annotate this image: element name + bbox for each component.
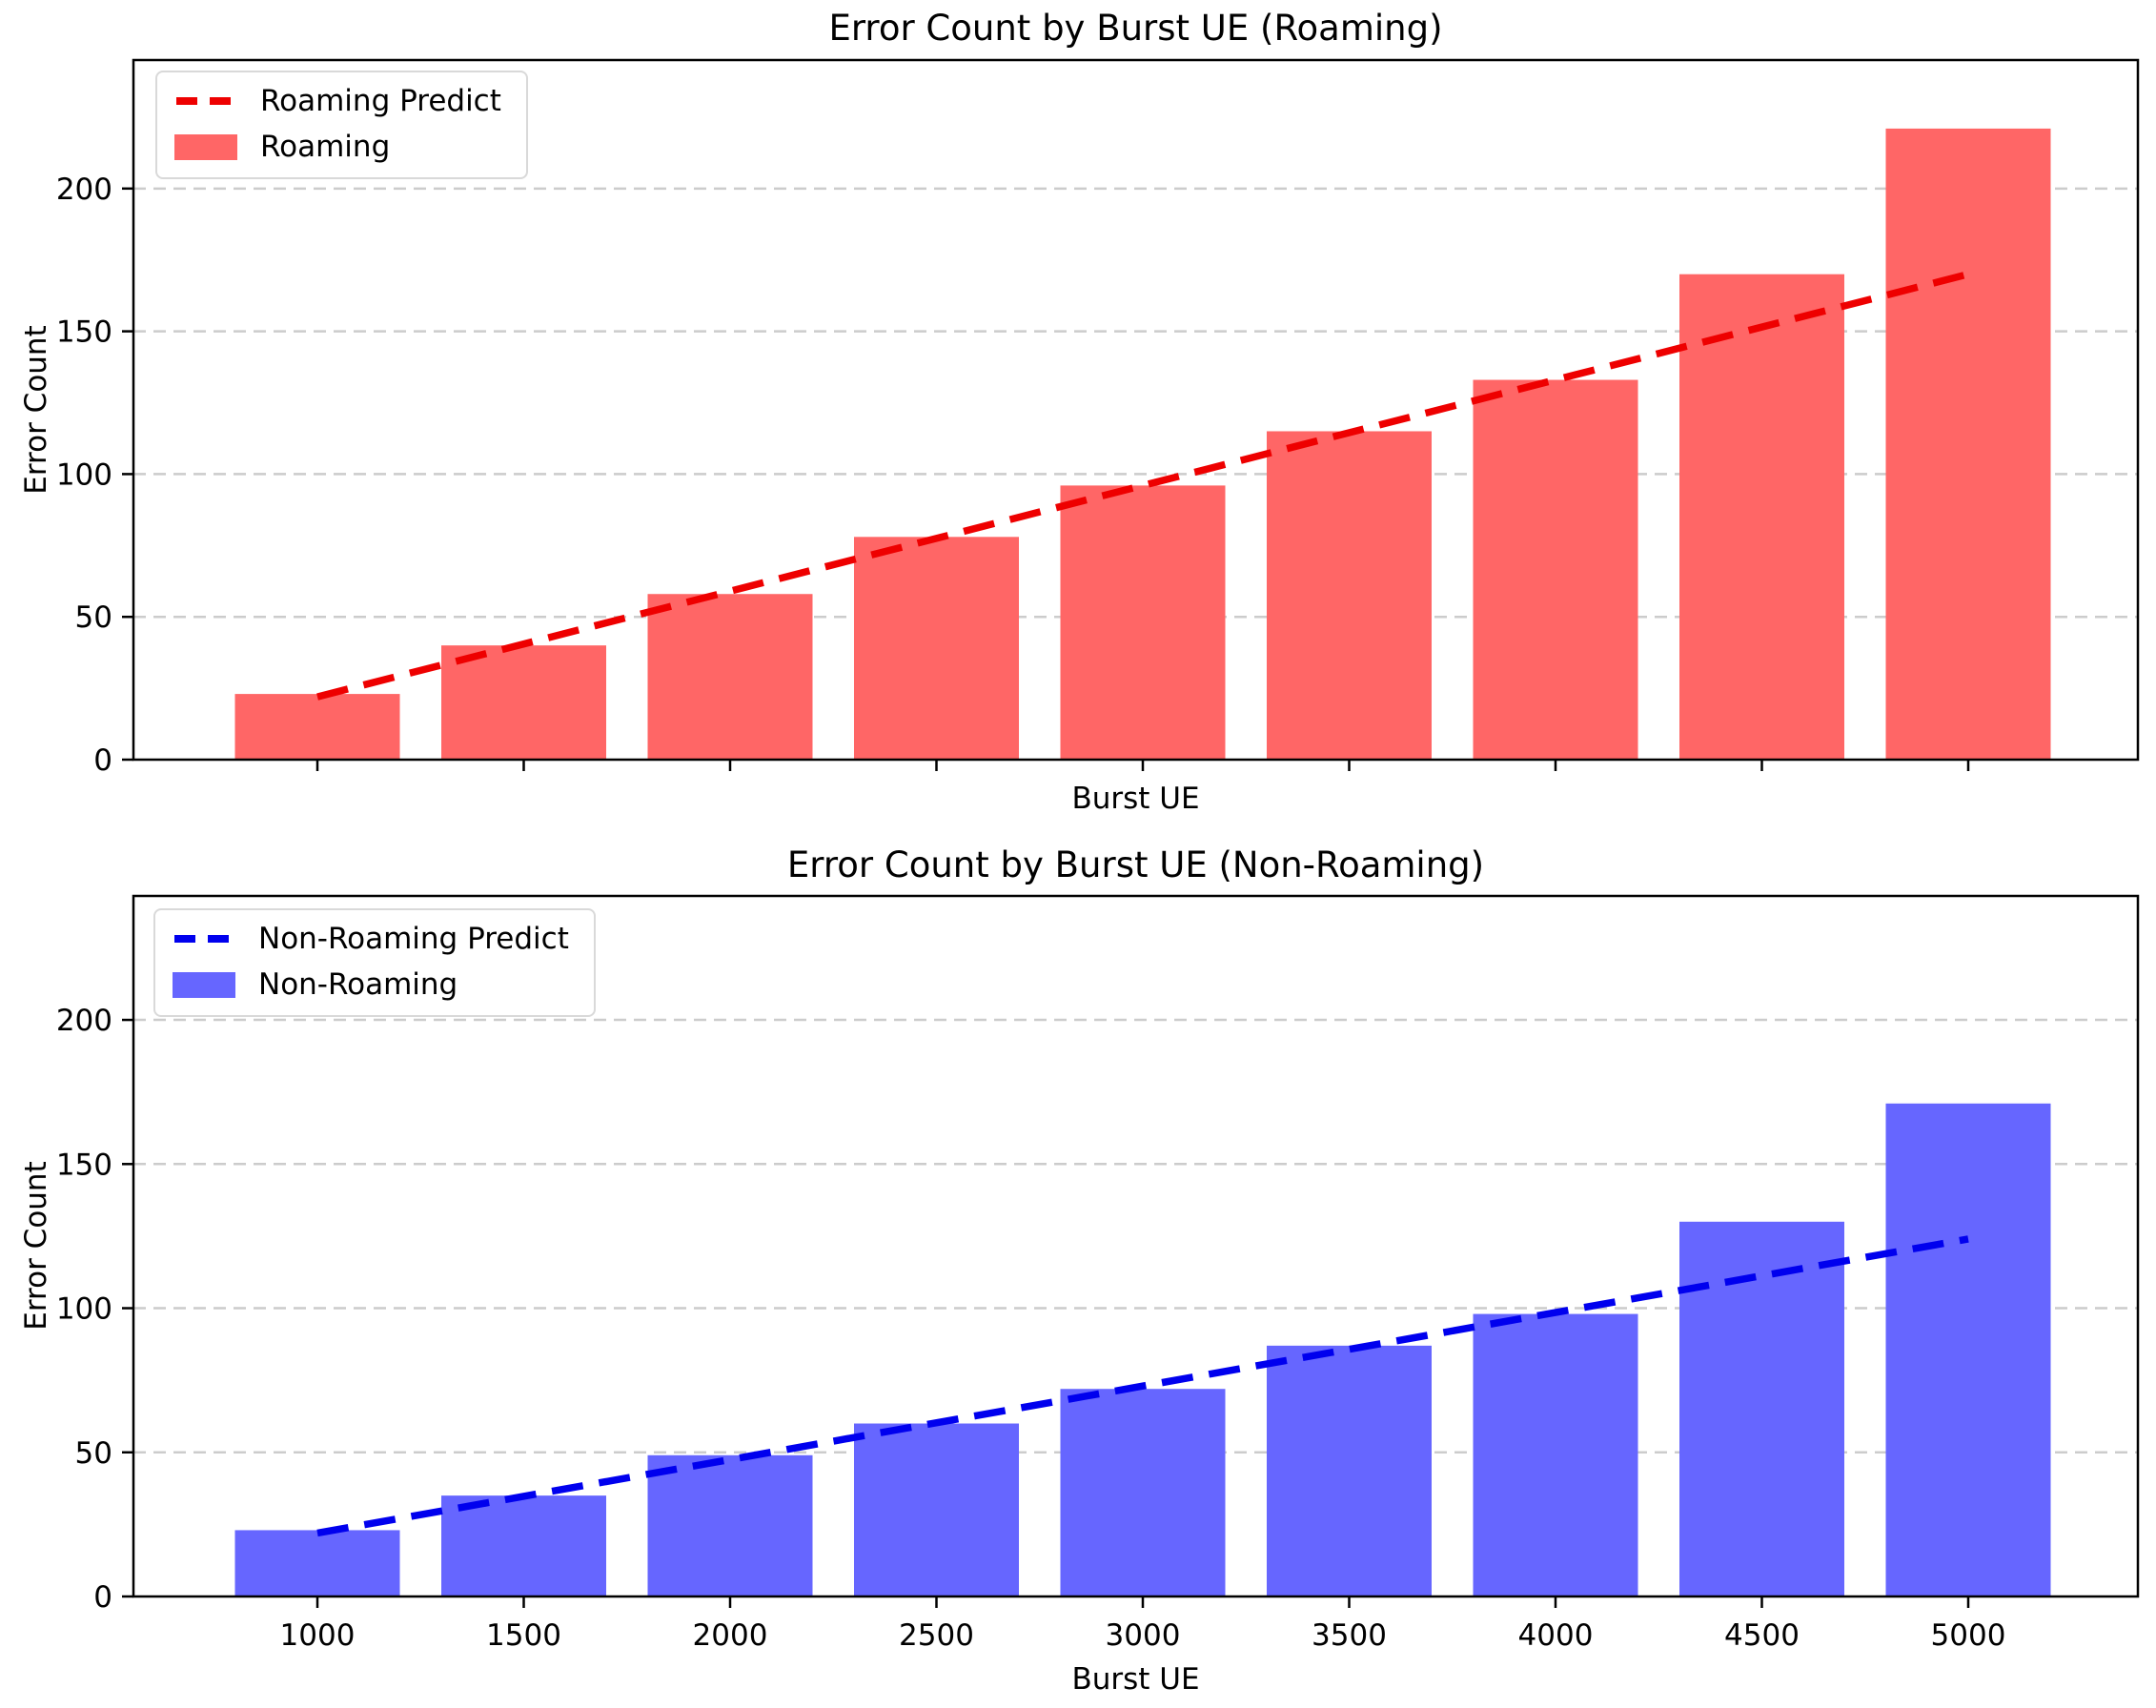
bar-non-roaming-3500 xyxy=(1267,1345,1432,1596)
legend-label: Non-Roaming Predict xyxy=(258,922,569,956)
bar-non-roaming-3000 xyxy=(1060,1389,1226,1596)
bar-roaming-2500 xyxy=(854,537,1019,760)
y-tick-label-0: 0 xyxy=(93,743,112,778)
y-tick-label-150: 150 xyxy=(56,315,112,350)
y-tick-label-50: 50 xyxy=(75,1436,112,1471)
legend-label: Roaming xyxy=(260,130,391,164)
trendline-non-roaming-predict xyxy=(316,1235,1969,1537)
y-tick-label-200: 200 xyxy=(56,1004,112,1038)
x-tick-label-5000: 5000 xyxy=(1931,1618,2006,1653)
x-tick-label-3500: 3500 xyxy=(1312,1618,1387,1653)
bar-non-roaming-1500 xyxy=(441,1495,606,1596)
legend-label: Roaming Predict xyxy=(260,84,501,118)
x-tick-label-3000: 3000 xyxy=(1106,1618,1181,1653)
legend-non-roaming: Non-Roaming Predict Non-Roaming xyxy=(153,908,596,1017)
bar-non-roaming-2000 xyxy=(647,1454,813,1596)
dashed-line-swatch xyxy=(176,97,235,105)
bar-non-roaming-4000 xyxy=(1473,1313,1638,1596)
chart-title-roaming: Error Count by Burst UE (Roaming) xyxy=(828,8,1443,49)
legend-label: Non-Roaming xyxy=(258,967,458,1002)
legend-roaming: Roaming Predict Roaming xyxy=(155,71,528,179)
bar-swatch xyxy=(174,133,237,160)
y-tick-label-150: 150 xyxy=(56,1148,112,1182)
x-tick-label-1500: 1500 xyxy=(486,1618,561,1653)
bar-roaming-1000 xyxy=(234,694,400,760)
legend-item-non-roaming-predict: Non-Roaming Predict xyxy=(173,922,569,956)
legend-item-non-roaming: Non-Roaming xyxy=(173,967,569,1002)
legend-item-roaming: Roaming xyxy=(174,130,501,164)
x-tick-label-2000: 2000 xyxy=(693,1618,768,1653)
y-tick-label-200: 200 xyxy=(56,173,112,207)
x-tick-label-2500: 2500 xyxy=(899,1618,974,1653)
x-axis-label-non-roaming: Burst UE xyxy=(1071,1662,1200,1697)
x-tick-label-1000: 1000 xyxy=(280,1618,356,1653)
bar-non-roaming-4500 xyxy=(1679,1221,1844,1596)
axes-frame xyxy=(132,58,2140,762)
chart-title-non-roaming: Error Count by Burst UE (Non-Roaming) xyxy=(786,844,1485,885)
bar-non-roaming-2500 xyxy=(854,1423,1019,1596)
bar-roaming-2000 xyxy=(647,594,813,760)
bar-roaming-4000 xyxy=(1473,379,1638,760)
x-tick-label-4000: 4000 xyxy=(1518,1618,1594,1653)
x-tick-label-4500: 4500 xyxy=(1724,1618,1800,1653)
x-axis-label-roaming: Burst UE xyxy=(1071,782,1200,816)
bar-non-roaming-1000 xyxy=(234,1530,400,1596)
y-tick-label-100: 100 xyxy=(56,458,112,492)
bar-roaming-4500 xyxy=(1679,274,1844,760)
bar-non-roaming-5000 xyxy=(1885,1103,2051,1596)
y-tick-label-100: 100 xyxy=(56,1292,112,1327)
bar-roaming-3000 xyxy=(1060,485,1226,760)
bar-roaming-1500 xyxy=(441,645,606,760)
dashed-line-swatch xyxy=(174,935,234,943)
axes-frame xyxy=(132,894,2140,1598)
legend-item-roaming-predict: Roaming Predict xyxy=(174,84,501,118)
bar-roaming-5000 xyxy=(1885,128,2051,760)
y-tick-label-0: 0 xyxy=(93,1580,112,1615)
bar-roaming-3500 xyxy=(1267,431,1432,760)
bar-swatch xyxy=(173,971,235,998)
y-tick-label-50: 50 xyxy=(75,600,112,635)
